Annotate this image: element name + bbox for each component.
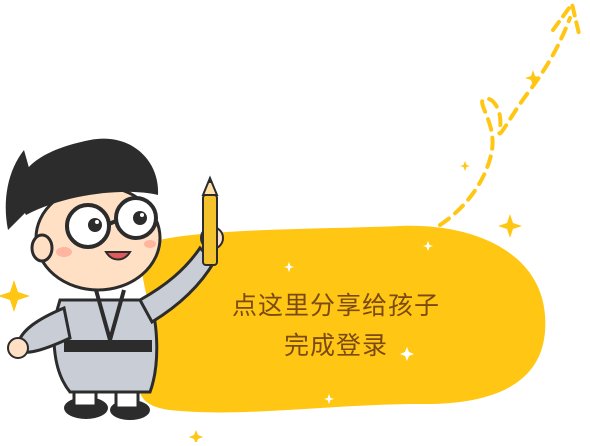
pencil-icon [203,178,217,265]
prompt-line-1: 点这里分享给孩子 [196,286,476,326]
arrow-head-icon [553,4,580,38]
dashed-arrow-icon [440,18,570,225]
share-prompt-text[interactable]: 点这里分享给孩子 完成登录 [196,286,476,366]
prompt-line-2: 完成登录 [196,326,476,366]
